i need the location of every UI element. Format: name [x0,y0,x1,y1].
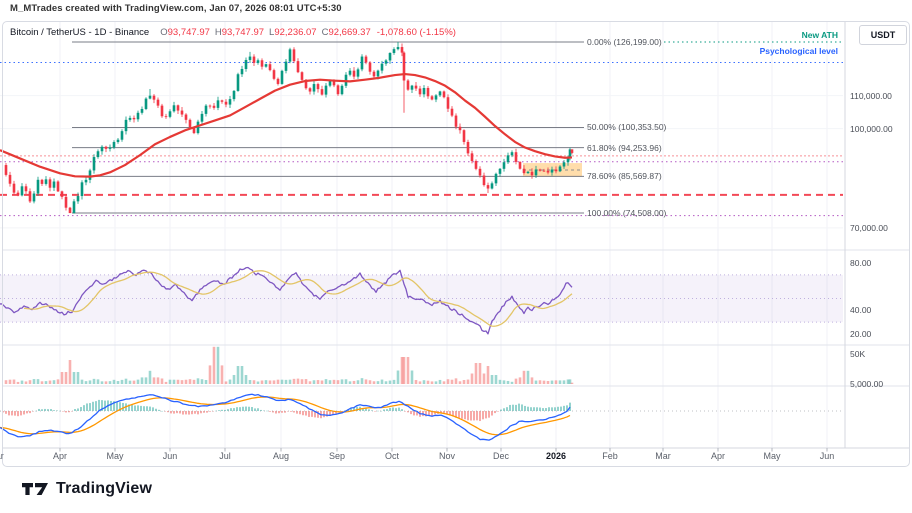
change-value: -1,078.60 (-1.15%) [376,27,456,38]
price-tick: 5,000.00 [850,379,884,389]
fib-label: 78.60% (85,569.87) [587,171,662,182]
price-tick: 40.00 [850,305,872,316]
ohlc-value: 93,747.97 [167,27,210,38]
price-tick: 110,000.00 [850,90,892,101]
ohlc-value: 92,236.07 [274,27,317,38]
price-tick: 70,000.00 [850,222,888,233]
ohlc-key: O [160,27,168,38]
symbol-title[interactable]: Bitcoin / TetherUS - 1D - Binance [10,27,150,38]
ohlc-key: L [269,27,275,38]
ohlc-value: 93,747.97 [221,27,265,38]
price-axis[interactable]: USDT 110,000.00 100,000.00 70,000.00 80.00 4… [845,21,912,448]
time-tick-label: Jun [162,451,178,461]
time-tick-label: Mar [0,451,4,461]
time-tick-label: May [763,451,781,461]
currency-toggle-button[interactable]: USDT [859,25,907,45]
symbol-legend: Bitcoin / TetherUS - 1D - Binance O93,747… [10,27,456,38]
ohlc-key: C [321,27,329,38]
new-ath-annotation: New ATH [801,30,838,40]
time-tick-label: Aug [272,451,289,461]
ohlc-value: 92,669.37 [328,27,371,38]
time-tick-label: Jul [219,451,231,461]
time-tick-label: Apr [710,451,725,461]
time-tick-label: May [106,451,124,461]
price-tick: 50K [850,349,866,359]
fib-label: 100.00% (74,508.00) [587,207,667,218]
watermark-text: M_MTrades created with TradingView.com, … [10,3,342,14]
time-tick-label: Oct [384,451,399,461]
time-tick-label: Dec [492,451,509,461]
time-tick-label: Feb [602,451,618,461]
time-tick-label: Nov [438,451,455,461]
time-tick-label: 2026 [545,451,567,461]
fib-label: 0.00% (126,199.00) [587,37,662,47]
time-tick-label: Sep [328,451,345,461]
fib-label: 50.00% (100,353.50) [587,122,667,133]
price-tick: 100,000.00 [850,123,893,134]
price-tick: 20.00 [850,328,872,339]
tradingview-logo-text: TradingView [56,480,153,497]
fib-label: 61.80% (94,253.96) [587,142,662,153]
time-axis[interactable]: Mar Apr May Jun Jul Aug Sep Oct Nov Dec 2026 Feb Mar… [0,448,912,466]
time-tick-label: Apr [52,451,67,461]
time-tick-label: Jun [819,451,835,461]
ohlc-values: O93,747.97 H93,747.97 L92,236.07 C92,669.37 [155,27,371,38]
psychological-level-annotation: Psychological level [759,46,838,56]
price-tick: 80.00 [850,258,872,268]
tradingview-logo-icon [22,483,48,495]
tradingview-logo[interactable]: TradingView [22,480,152,498]
time-tick-label: Mar [655,451,671,461]
ohlc-key: H [214,27,222,38]
